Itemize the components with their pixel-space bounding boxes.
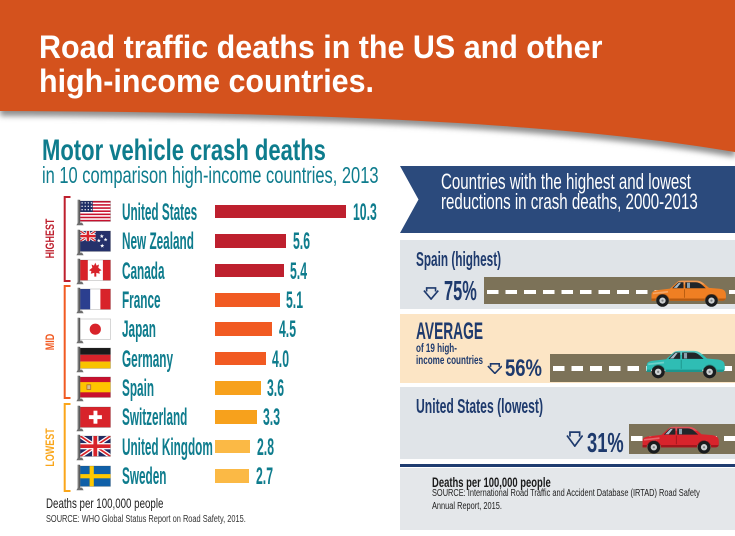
svg-text:LOWEST: LOWEST <box>45 428 57 467</box>
svg-text:MID: MID <box>45 334 57 350</box>
svg-text:HIGHEST: HIGHEST <box>45 218 57 258</box>
